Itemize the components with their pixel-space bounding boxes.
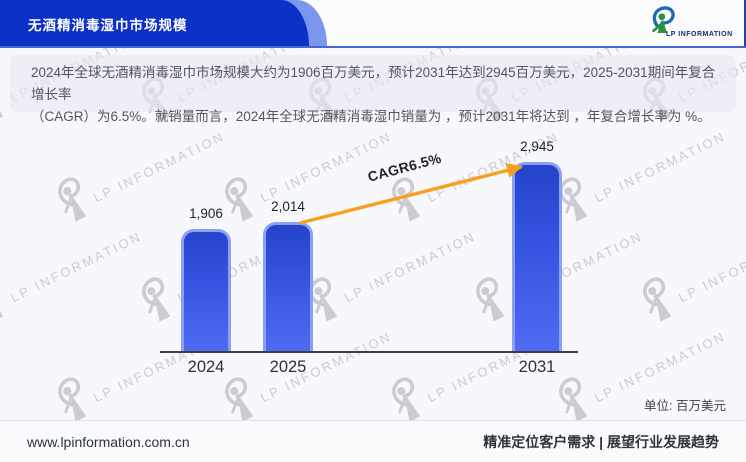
page-title: 无酒精消毒湿巾市场规模: [28, 18, 188, 33]
bar-value-label: 1,906: [189, 206, 223, 221]
lp-logo-text: LP INFORMATION: [666, 31, 733, 38]
cagr-label: CAGR6.5%: [365, 149, 444, 185]
summary-line-2: （CAGR）为6.5%。就销量而言，2024年全球无酒精消毒湿巾销量为 ，预计2…: [31, 109, 711, 124]
x-axis-line: [160, 351, 578, 353]
bar-value-label: 2,945: [520, 139, 554, 154]
footer: www.lpinformation.com.cn 精准定位客户需求 | 展望行业…: [0, 420, 746, 462]
bar-2024: [181, 229, 231, 351]
summary-text: 2024年全球无酒精消毒湿巾市场规模大约为1906百万美元，预计2031年达到2…: [10, 62, 736, 128]
lp-logo-icon: [652, 6, 675, 33]
title-bar: 无酒精消毒湿巾市场规模: [0, 0, 309, 46]
lp-logo: LP INFORMATION: [649, 5, 737, 43]
footer-website: www.lpinformation.com.cn: [27, 433, 190, 450]
x-tick-label: 2031: [518, 358, 556, 376]
unit-label: 单位: 百万美元: [644, 399, 726, 413]
x-tick-label: 2025: [269, 358, 307, 376]
bar-2031: [512, 162, 562, 351]
header-right-border: [744, 0, 746, 46]
summary-box: 2024年全球无酒精消毒湿巾市场规模大约为1906百万美元，预计2031年达到2…: [10, 55, 736, 124]
bar-value-label: 2,014: [271, 199, 305, 214]
summary-line-1: 2024年全球无酒精消毒湿巾市场规模大约为1906百万美元，预计2031年达到2…: [31, 65, 716, 102]
header: 无酒精消毒湿巾市场规模 LP INFORMATION: [0, 0, 746, 48]
footer-slogan: 精准定位客户需求 | 展望行业发展趋势: [483, 433, 719, 450]
bar-2025: [263, 222, 313, 351]
x-tick-label: 2024: [187, 358, 225, 376]
